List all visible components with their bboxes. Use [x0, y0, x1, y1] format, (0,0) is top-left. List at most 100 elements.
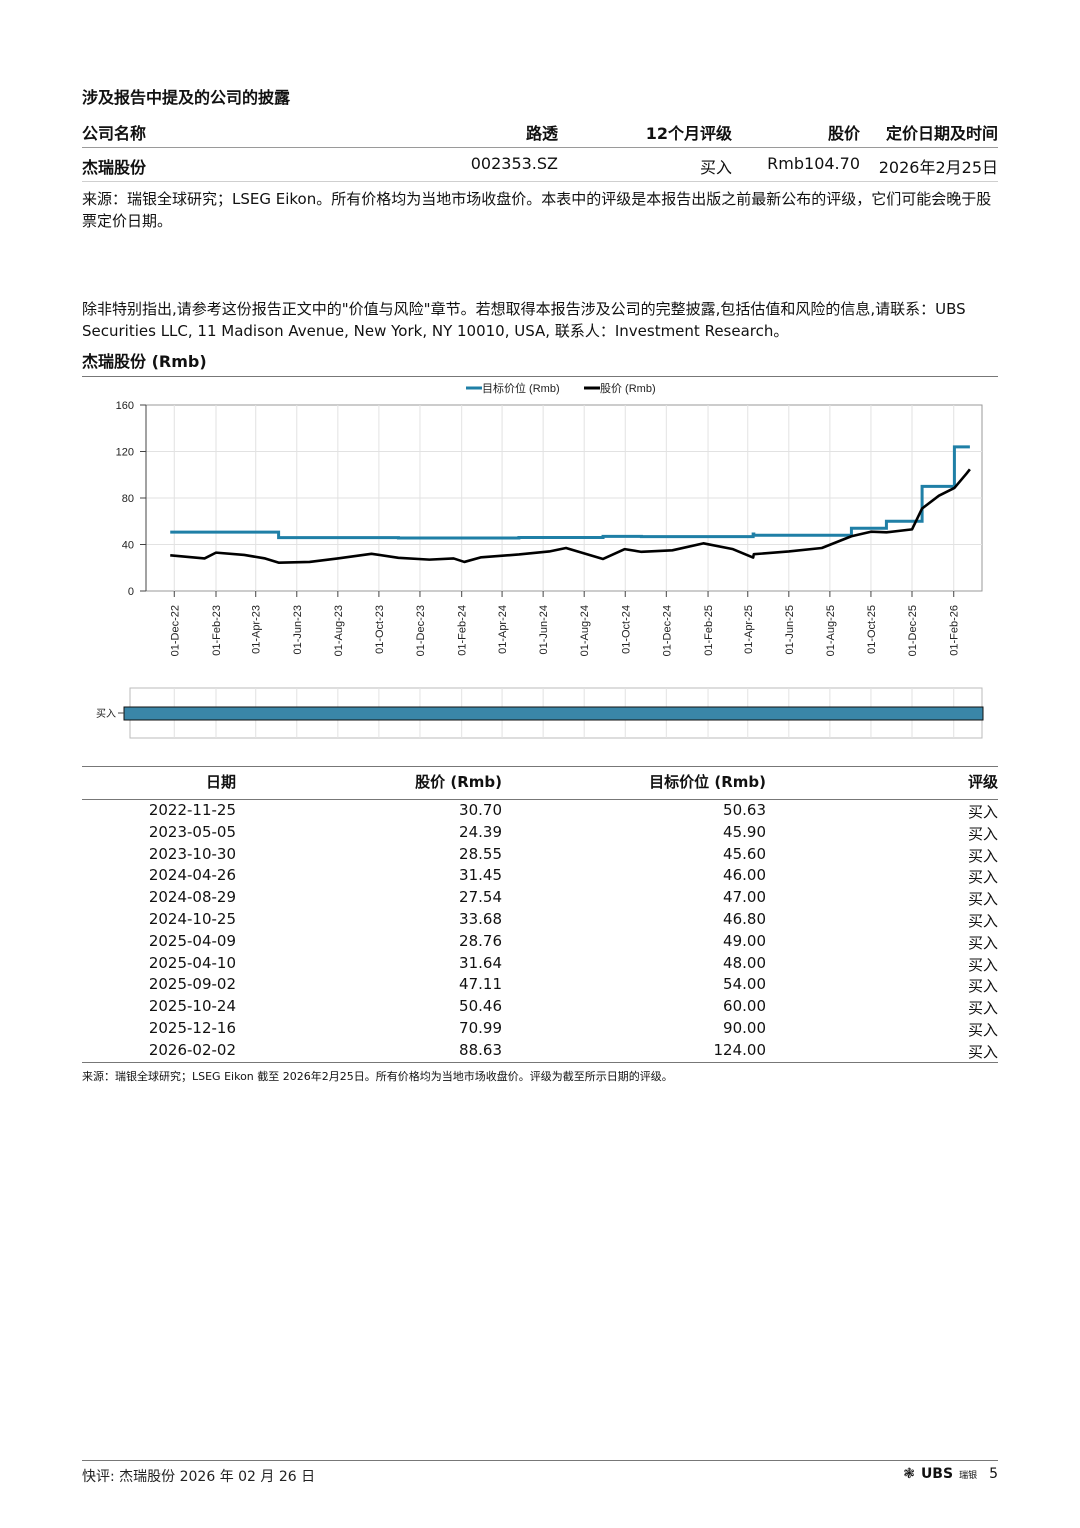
company-price: Rmb104.70: [767, 154, 860, 173]
history-date: 2025-04-10: [148, 953, 236, 972]
history-header-price: 股价 (Rmb): [415, 773, 502, 791]
x-tick-label: 01-Feb-26: [949, 605, 961, 656]
history-header: 日期 股价 (Rmb) 目标价位 (Rmb) 评级: [82, 766, 998, 800]
x-tick-label: 01-Feb-24: [457, 605, 469, 656]
table-row: 2024-08-29 27.54 47.00 买入: [82, 887, 998, 909]
history-date: 2022-11-25: [148, 801, 236, 819]
divider: [82, 1061, 998, 1063]
company-ric: 002353.SZ: [470, 154, 558, 173]
table-row: 2023-10-30 28.55 45.60 买入: [82, 844, 998, 866]
x-tick-label: 01-Apr-23: [251, 605, 263, 654]
disclosure-note: 除非特别指出,请参考这份报告正文中的"价值与风险"章节。若想取得本报告涉及公司的…: [82, 300, 966, 340]
table-row: 2025-10-24 50.46 60.00 买入: [82, 996, 998, 1018]
header-rating: 12个月评级: [645, 124, 732, 143]
x-tick-label: 01-Apr-24: [497, 605, 509, 654]
history-date: 2025-10-24: [148, 997, 236, 1016]
history-target: 50.63: [723, 801, 766, 819]
x-tick-label: 01-Aug-25: [825, 605, 837, 656]
x-tick-label: 01-Aug-23: [333, 605, 345, 656]
history-rating: 买入: [967, 933, 998, 952]
history-target: 45.90: [723, 822, 766, 841]
history-rating: 买入: [967, 1020, 998, 1039]
history-rating: 买入: [967, 890, 998, 909]
history-price: 47.11: [459, 975, 502, 994]
x-tick-label: 01-Oct-24: [620, 605, 632, 654]
history-price: 27.54: [459, 888, 502, 907]
history-price: 30.70: [459, 801, 502, 819]
history-price: 70.99: [459, 1018, 502, 1037]
history-target: 49.00: [723, 931, 766, 950]
history-target: 124.00: [713, 1040, 767, 1059]
history-date: 2023-10-30: [148, 844, 236, 863]
history-target: 45.60: [723, 844, 766, 863]
table-row: 2025-04-10 31.64 48.00 买入: [82, 953, 998, 975]
company-name: 杰瑞股份: [82, 158, 147, 177]
x-tick-label: 01-Jun-24: [538, 605, 550, 655]
history-target: 90.00: [723, 1018, 766, 1037]
table-row: 2022-11-25 30.70 50.63 买入: [82, 800, 998, 822]
table-row: 2026-02-02 88.63 124.00 买入: [82, 1040, 998, 1062]
history-target: 54.00: [723, 975, 766, 994]
y-tick-label: 40: [122, 540, 134, 552]
history-table: 日期 股价 (Rmb) 目标价位 (Rmb) 评级 2022-11-25 30.7…: [82, 766, 998, 1063]
y-tick-label: 0: [128, 586, 134, 598]
x-tick-label: 01-Oct-25: [866, 605, 878, 654]
page-number: 5: [989, 1466, 998, 1482]
legend-label: 股价 (Rmb): [600, 382, 656, 395]
footer-title: 快评: 杰瑞股份 2026 年 02 月 26 日: [82, 1469, 316, 1485]
history-price: 31.45: [459, 866, 502, 885]
x-tick-label: 01-Feb-23: [211, 605, 223, 656]
ubs-logo-icon: ❃: [903, 1466, 915, 1482]
price-target-chart: 0 40 80 120 160 01-Dec-22 01-Feb-23 01-Apr-23 01…: [96, 381, 984, 739]
history-price: 28.55: [459, 844, 502, 863]
footer-logo-small: 瑞银: [959, 1470, 978, 1481]
history-date: 2023-05-05: [148, 822, 236, 841]
y-tick-label: 160: [116, 400, 134, 412]
company-date: 2026年2月25日: [878, 158, 998, 177]
history-rating: 买入: [967, 977, 998, 996]
history-date: 2025-04-09: [148, 931, 236, 950]
footer-divider: [82, 1460, 998, 1461]
history-target: 47.00: [723, 888, 766, 907]
legend-label: 目标价位 (Rmb): [482, 381, 560, 395]
x-tick-label: 01-Dec-25: [907, 605, 919, 656]
x-tick-label: 01-Oct-23: [374, 605, 386, 654]
divider: [82, 376, 998, 377]
history-source-note: 来源：瑞银全球研究；LSEG Eikon 截至 2026年2月25日。所有价格均…: [82, 1070, 673, 1083]
section-title: 涉及报告中提及的公司的披露: [82, 88, 291, 107]
table-row: 2024-10-25 33.68 46.80 买入: [82, 909, 998, 931]
header-company: 公司名称: [82, 124, 147, 143]
share-price-line: [170, 468, 971, 564]
history-header-rating: 评级: [967, 773, 998, 791]
table-row: 杰瑞股份 002353.SZ 买入 Rmb104.70 2026年2月25日: [82, 148, 998, 182]
history-price: 31.64: [459, 953, 502, 972]
table-row: 2024-04-26 31.45 46.00 买入: [82, 865, 998, 887]
y-tick-label: 80: [122, 493, 134, 505]
y-tick-label: 120: [116, 447, 134, 459]
header-date: 定价日期及时间: [885, 124, 998, 143]
table-row: 2023-05-05 24.39 45.90 买入: [82, 822, 998, 844]
company-rating: 买入: [699, 158, 732, 177]
history-rating: 买入: [967, 803, 998, 821]
header-price: 股价: [827, 124, 860, 143]
history-rating: 买入: [967, 999, 998, 1018]
history-header-date: 日期: [205, 773, 236, 791]
history-rating: 买入: [967, 868, 998, 887]
company-table: 公司名称 路透 12个月评级 股价 定价日期及时间 杰瑞股份 002353.SZ…: [82, 114, 998, 182]
footer-right: ❃ UBS 瑞银 5: [903, 1466, 998, 1482]
x-tick-label: 01-Jun-25: [784, 605, 796, 655]
company-table-header: 公司名称 路透 12个月评级 股价 定价日期及时间: [82, 114, 998, 148]
history-target: 60.00: [723, 997, 766, 1016]
x-tick-label: 01-Dec-23: [415, 605, 427, 656]
x-tick-label: 01-Feb-25: [703, 605, 715, 656]
history-rating: 买入: [967, 1042, 998, 1061]
history-price: 28.76: [459, 931, 502, 950]
x-tick-label: 01-Dec-24: [661, 605, 673, 656]
history-target: 46.00: [723, 866, 766, 885]
rating-bar: [123, 706, 984, 721]
history-price: 33.68: [459, 909, 502, 928]
header-ric: 路透: [525, 124, 558, 143]
history-date: 2024-10-25: [148, 909, 236, 928]
history-date: 2025-12-16: [148, 1018, 236, 1037]
history-date: 2026-02-02: [148, 1040, 236, 1059]
